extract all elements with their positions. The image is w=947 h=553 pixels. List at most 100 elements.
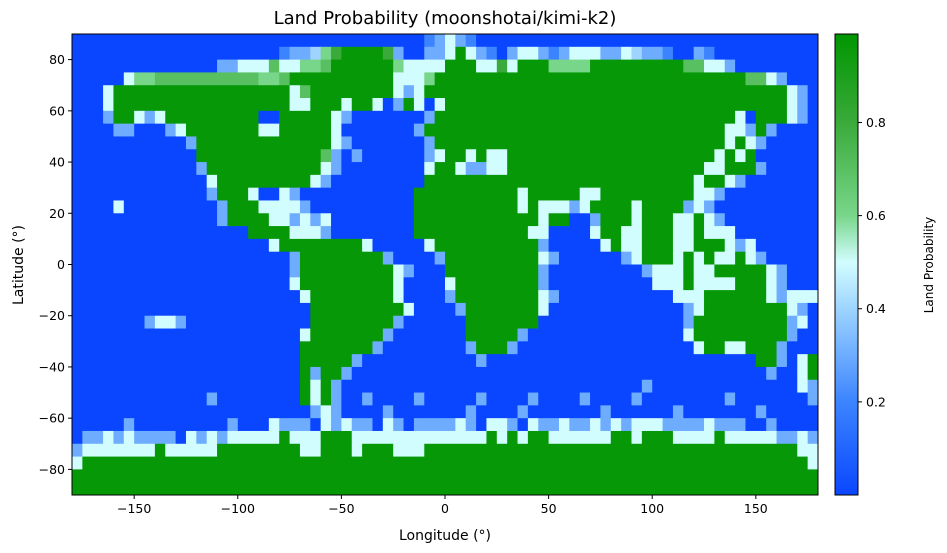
heatmap-cell bbox=[196, 392, 208, 406]
heatmap-cell bbox=[465, 354, 477, 368]
heatmap-cell bbox=[289, 187, 301, 201]
heatmap-cell bbox=[299, 213, 311, 227]
heatmap-cell bbox=[683, 418, 695, 432]
heatmap-cell bbox=[641, 85, 653, 99]
heatmap-cell bbox=[331, 379, 342, 393]
heatmap-cell bbox=[72, 379, 83, 393]
heatmap-cell bbox=[600, 379, 612, 393]
heatmap-cell bbox=[476, 482, 487, 496]
heatmap-cell bbox=[289, 46, 301, 61]
heatmap-cell bbox=[714, 315, 726, 329]
heatmap-cell bbox=[507, 264, 518, 278]
heatmap-cell bbox=[413, 366, 425, 381]
heatmap-cell bbox=[134, 264, 145, 278]
heatmap-cell bbox=[113, 98, 125, 112]
heatmap-cell bbox=[227, 277, 239, 291]
heatmap-cell bbox=[548, 469, 560, 483]
heatmap-cell bbox=[331, 85, 342, 99]
heatmap-cell bbox=[279, 46, 290, 61]
heatmap-cell bbox=[185, 443, 197, 457]
heatmap-cell bbox=[123, 482, 135, 496]
heatmap-cell bbox=[175, 123, 187, 137]
heatmap-cell bbox=[123, 251, 135, 265]
heatmap-cell bbox=[600, 264, 612, 278]
heatmap-cell bbox=[185, 34, 197, 48]
heatmap-cell bbox=[196, 46, 208, 61]
heatmap-cell bbox=[248, 226, 259, 240]
heatmap-cell bbox=[507, 72, 518, 86]
heatmap-cell bbox=[154, 405, 166, 419]
heatmap-cell bbox=[652, 72, 663, 86]
heatmap-cell bbox=[217, 392, 228, 406]
heatmap-cell bbox=[196, 187, 208, 201]
heatmap-cell bbox=[72, 162, 83, 176]
heatmap-cell bbox=[517, 213, 529, 227]
heatmap-cell bbox=[382, 354, 394, 368]
heatmap-cell bbox=[517, 238, 529, 253]
heatmap-cell bbox=[206, 430, 218, 445]
heatmap-cell bbox=[724, 443, 736, 457]
heatmap-cell bbox=[672, 405, 684, 419]
heatmap-cell bbox=[289, 174, 301, 189]
heatmap-cell bbox=[766, 174, 777, 189]
heatmap-cell bbox=[455, 392, 467, 406]
heatmap-cell bbox=[362, 264, 373, 278]
heatmap-cell bbox=[351, 123, 363, 137]
heatmap-cell bbox=[310, 226, 322, 240]
heatmap-cell bbox=[217, 59, 228, 73]
heatmap-cell bbox=[154, 238, 166, 253]
heatmap-cell bbox=[351, 430, 363, 445]
heatmap-cell bbox=[185, 110, 197, 125]
heatmap-cell bbox=[237, 59, 249, 73]
heatmap-cell bbox=[786, 251, 798, 265]
heatmap-cell bbox=[134, 341, 145, 355]
heatmap-cell bbox=[641, 59, 653, 73]
heatmap-cell bbox=[527, 379, 539, 393]
heatmap-cell bbox=[569, 315, 581, 329]
heatmap-cell bbox=[351, 34, 363, 48]
heatmap-cell bbox=[341, 59, 353, 73]
heatmap-cell bbox=[724, 85, 736, 99]
heatmap-cell bbox=[786, 341, 798, 355]
heatmap-cell bbox=[579, 59, 591, 73]
heatmap-cell bbox=[72, 46, 83, 61]
heatmap-cell bbox=[82, 290, 94, 304]
heatmap-cell bbox=[331, 290, 342, 304]
heatmap-cell bbox=[641, 443, 653, 457]
heatmap-cell bbox=[496, 238, 508, 253]
heatmap-cell bbox=[610, 187, 622, 201]
heatmap-cell bbox=[445, 366, 456, 381]
heatmap-cell bbox=[807, 456, 819, 470]
heatmap-cell bbox=[341, 251, 353, 265]
heatmap-cell bbox=[496, 136, 508, 150]
heatmap-cell bbox=[610, 315, 622, 329]
heatmap-cell bbox=[341, 379, 353, 393]
heatmap-cell bbox=[527, 443, 539, 457]
heatmap-cell bbox=[569, 392, 581, 406]
heatmap-cell bbox=[372, 290, 384, 304]
heatmap-cell bbox=[496, 174, 508, 189]
heatmap-cell bbox=[807, 302, 819, 317]
heatmap-cell bbox=[92, 290, 104, 304]
heatmap-cell bbox=[299, 187, 311, 201]
heatmap-cell bbox=[455, 290, 467, 304]
heatmap-cell bbox=[662, 482, 674, 496]
heatmap-cell bbox=[807, 418, 819, 432]
heatmap-cell bbox=[393, 110, 404, 125]
heatmap-cell bbox=[590, 162, 601, 176]
heatmap-cell bbox=[393, 123, 404, 137]
heatmap-cell bbox=[185, 213, 197, 227]
heatmap-cell bbox=[486, 46, 498, 61]
heatmap-cell bbox=[424, 264, 436, 278]
heatmap-cell bbox=[590, 405, 601, 419]
heatmap-cell bbox=[683, 238, 695, 253]
heatmap-cell bbox=[258, 315, 270, 329]
heatmap-cell bbox=[237, 162, 249, 176]
heatmap-cell bbox=[248, 187, 259, 201]
heatmap-cell bbox=[641, 469, 653, 483]
heatmap-cell bbox=[797, 482, 809, 496]
heatmap-cell bbox=[486, 392, 498, 406]
heatmap-cell bbox=[766, 213, 777, 227]
heatmap-cell bbox=[413, 354, 425, 368]
heatmap-cell bbox=[652, 354, 663, 368]
